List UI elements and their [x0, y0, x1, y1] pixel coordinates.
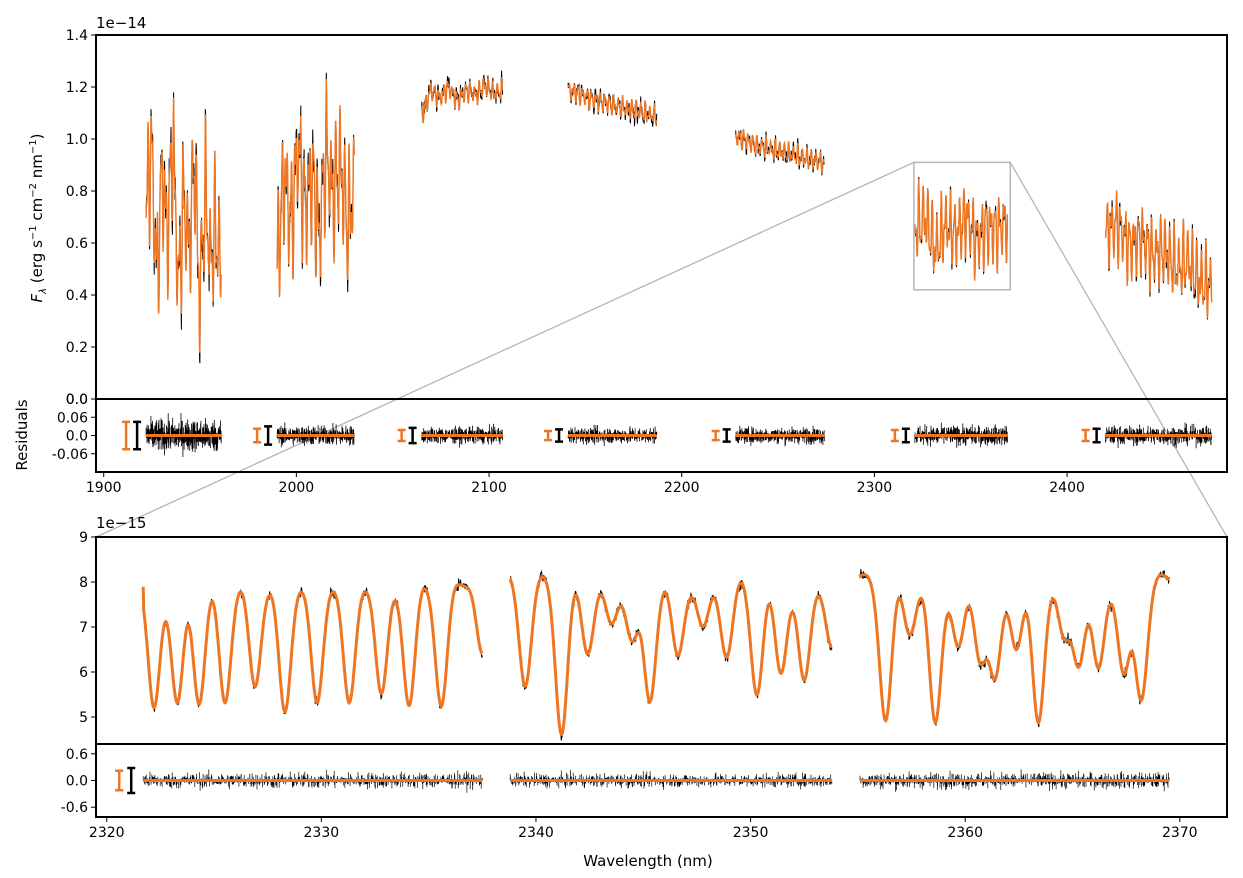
model-spectrum-segment [145, 97, 222, 353]
observed-error-bar [127, 766, 136, 795]
model-spectrum-segment [914, 179, 1009, 281]
bottom-residual-xtick-label: 2320 [89, 825, 125, 841]
bottom-flux-ytick-label: 8 [79, 575, 88, 591]
model-error-bar [122, 420, 131, 451]
model-spectrum-segment [567, 82, 658, 126]
top-residual-xtick-label: 2200 [664, 480, 700, 496]
observed-error-bar [1092, 427, 1101, 444]
bottom-residual-xtick-label: 2370 [1162, 825, 1198, 841]
bottom-flux-ytick-label: 5 [79, 710, 88, 726]
bottom-flux-panel: 5 6 7 8 9 [79, 530, 1228, 745]
bottom-xlabel: Wavelength (nm) [583, 852, 713, 870]
top-flux-frame [95, 34, 1228, 400]
model-error-bar [711, 429, 720, 442]
observed-error-bar [722, 428, 731, 443]
bottom-residual-xtick-label: 2340 [518, 825, 554, 841]
zoom-connector-right [1009, 162, 1228, 538]
observed-error-bar [901, 427, 910, 444]
top-residual-ylabel: Residuals [13, 399, 31, 470]
bottom-residual-ytick-label: 0.0 [66, 774, 88, 790]
top-flux-ylabel: Fλ (erg s−1 cm−2 nm−1) [28, 133, 49, 302]
model-spectrum-segment [421, 77, 504, 124]
top-residual-ytick-label: -0.06 [52, 447, 88, 463]
bottom-flux-ytick-label: 6 [79, 665, 88, 681]
top-flux-offset-label: 1e−14 [96, 14, 146, 32]
top-residual-ytick-label: 0.0 [66, 429, 88, 445]
model-error-bar [115, 769, 124, 792]
model-error-bar [253, 427, 262, 444]
model-error-bar [397, 428, 406, 443]
observed-error-bar [555, 428, 564, 443]
observed-error-bar [133, 420, 142, 451]
top-flux-ytick-label: 0.0 [66, 392, 88, 408]
top-residual-ytick-label: 0.06 [57, 410, 88, 426]
bottom-residual-xtick-label: 2360 [947, 825, 983, 841]
model-spectrum-zoom-segment [858, 573, 1171, 725]
top-flux-ytick-label: 0.6 [66, 236, 88, 252]
zoom-connector-left [95, 161, 915, 538]
model-error-bar [890, 428, 899, 443]
top-flux-ytick-label: 0.2 [66, 340, 88, 356]
bottom-residual-xtick-label: 2330 [304, 825, 340, 841]
top-residual-xtick-label: 2400 [1049, 480, 1085, 496]
top-residual-xtick-label: 2300 [857, 480, 893, 496]
model-spectrum-segment [735, 129, 825, 174]
top-flux-ytick-label: 1.0 [66, 132, 88, 148]
model-spectrum-zoom-segment [508, 575, 833, 736]
top-residual-xtick-label: 1900 [86, 480, 122, 496]
bottom-residual-xtick-label: 2350 [733, 825, 769, 841]
top-residual-ytick-label: 0.0 [66, 392, 88, 408]
model-spectrum-segment [1104, 190, 1213, 319]
top-residual-xtick-label: 2000 [279, 480, 315, 496]
bottom-residual-ytick-label: -0.6 [61, 800, 88, 816]
top-flux-ytick-label: 1.2 [66, 80, 88, 96]
observed-error-bar [264, 425, 273, 446]
top-flux-ytick-label: 0.4 [66, 288, 88, 304]
zoom-connector-lines [95, 161, 1228, 538]
observed-spectrum-zoom-segment [142, 578, 483, 715]
model-spectrum-segment [276, 79, 355, 298]
bottom-flux-ytick-label: 7 [79, 620, 88, 636]
zoom-box [913, 161, 1011, 291]
top-residual-panel: 0.06 0.0 -0.06 0.0 1900 2000 2100 2200 2300 2400 [52, 392, 1228, 496]
bottom-flux-ytick-label: 9 [79, 530, 88, 546]
model-error-bar [1081, 428, 1090, 443]
bottom-flux-frame [95, 536, 1228, 745]
model-spectrum-zoom-segment [141, 583, 484, 714]
top-residual-xtick-label: 2100 [471, 480, 507, 496]
bottom-residual-ytick-label: 0.6 [66, 747, 88, 763]
top-flux-ytick-label: 1.4 [66, 28, 88, 44]
top-residual-frame [95, 398, 1228, 473]
top-flux-panel: 0.0 0.2 0.4 0.6 0.8 1.0 1.2 1.4 [66, 28, 1228, 408]
model-error-bar [544, 429, 553, 442]
bottom-flux-offset-label: 1e−15 [96, 514, 146, 532]
observed-error-bar [408, 426, 417, 445]
top-flux-ytick-label: 0.8 [66, 184, 88, 200]
